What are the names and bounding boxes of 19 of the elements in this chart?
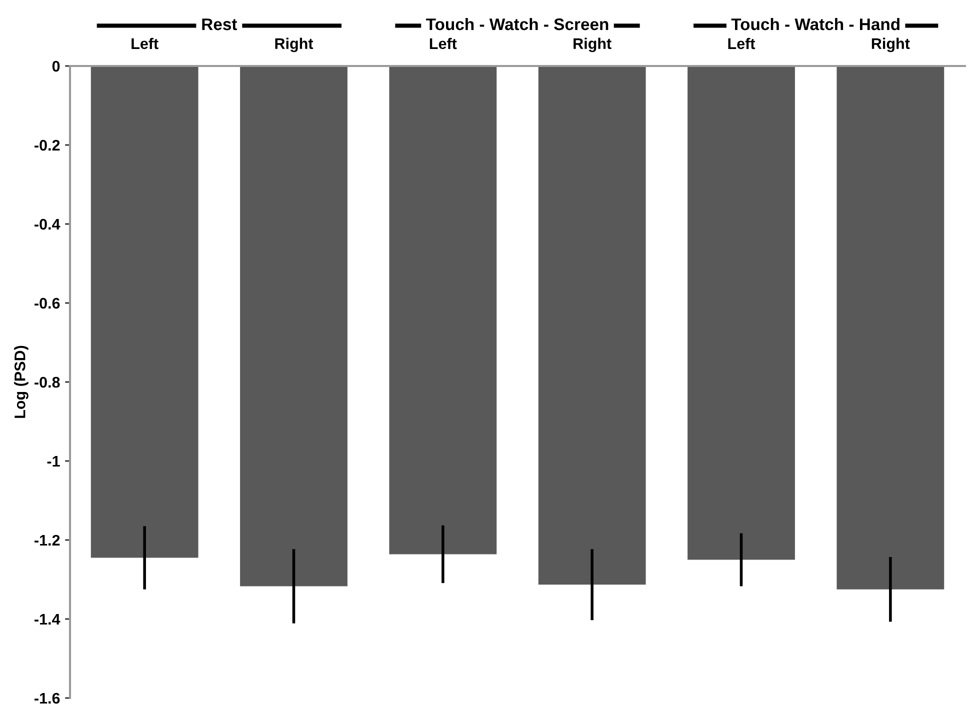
x-tick-label: Left [132,38,158,50]
x-tick-label: Right [275,38,314,52]
x-tick-label: Right [574,38,612,52]
y-tick-label: -1.2 [34,534,60,546]
y-tick-label: -1.4 [34,614,60,625]
y-tick-label: -0.6 [34,298,60,309]
x-tick-label: Left [728,38,756,50]
text: Touch - Watch - Screen [426,18,608,30]
y-tick-label: 0 [52,60,60,72]
x-tick-label: Left [430,38,457,50]
y-tick-label: -1 [47,456,60,467]
y-axis-title: Log (PSD) [14,346,28,418]
x-tick-label: Right [872,38,910,52]
y-tick-label: -0.4 [34,218,60,230]
text: Rest [202,18,238,30]
y-tick-label: -0.2 [34,140,60,151]
text: Touch - Watch - Hand [731,18,900,30]
y-tick-label: -0.8 [34,376,60,388]
y-tick-label: -1.6 [34,692,60,704]
